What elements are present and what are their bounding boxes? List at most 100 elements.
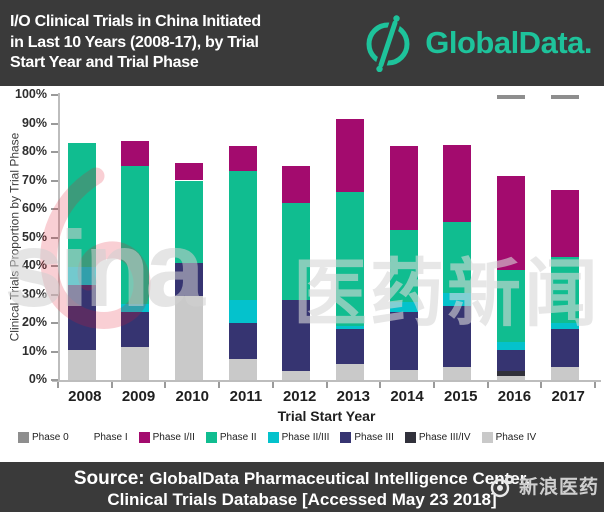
bar-segment-2016-Phase-II	[497, 270, 526, 342]
source-line1-text: GlobalData Pharmaceutical Intelligence C…	[149, 469, 531, 488]
legend-item-Phase-III-IV: Phase III/IV	[404, 432, 471, 443]
y-tick	[51, 122, 58, 125]
bar-segment-2012-Phase-I	[282, 95, 311, 167]
bar-segment-2015-Phase-III	[443, 305, 472, 368]
x-tick	[540, 382, 543, 388]
legend-item-Phase-I: Phase I	[79, 432, 128, 443]
x-axis-line	[52, 380, 601, 382]
y-tick-label: 20%	[21, 315, 47, 329]
bar-segment-2017-Phase-II	[550, 257, 579, 323]
y-tick	[51, 94, 58, 96]
legend-item-Phase-I-II: Phase I/II	[138, 432, 195, 443]
x-category-label: 2012	[282, 388, 317, 405]
bar-segment-2015-Phase-II	[443, 221, 472, 294]
x-category-label: 2013	[336, 388, 371, 405]
bar-segment-2014-Phase-II	[389, 230, 418, 302]
bar-segment-2016-Phase-II-III	[497, 341, 526, 351]
sina-badge: 新浪医药	[489, 472, 599, 499]
bar-segment-2017-Phase-I-II	[550, 190, 579, 258]
legend-swatch	[18, 432, 29, 443]
x-category-label: 2009	[121, 388, 156, 405]
bar-segment-2014-Phase-IV	[389, 370, 418, 380]
bar-segment-2009-Phase-I	[121, 95, 150, 141]
bar-segment-2010-Phase-III	[174, 263, 203, 296]
bar-segment-2008-Phase-IV	[67, 350, 96, 380]
legend-item-Phase-II-III: Phase II/III	[267, 432, 330, 443]
bar-segment-2013-Phase-III	[336, 328, 364, 365]
y-tick	[51, 236, 58, 239]
legend-label: Phase I	[93, 432, 128, 443]
bar-segment-2011-Phase-I	[228, 95, 257, 147]
y-tick-label: 30%	[21, 286, 47, 301]
x-tick	[57, 382, 59, 388]
x-category-label: 2016	[497, 388, 532, 405]
y-tick	[51, 151, 58, 153]
legend-label: Phase I/II	[152, 432, 195, 443]
y-tick-label: 10%	[21, 343, 47, 358]
bar-segment-2016-Phase-III-IV	[497, 371, 526, 376]
legend-swatch	[138, 432, 150, 443]
x-category-label: 2008	[68, 388, 102, 405]
y-tick	[51, 293, 58, 296]
sina-eye-icon	[490, 474, 514, 497]
bar-segment-2014-Phase-I	[389, 95, 418, 147]
bar-segment-2011-Phase-III	[228, 323, 257, 359]
legend: Phase 0 Phase I Phase I/II Phase II Phase II…	[18, 432, 596, 443]
x-tick	[271, 382, 274, 388]
x-category-label: 2017	[551, 388, 585, 405]
bar-segment-2011-Phase-IV	[228, 358, 257, 380]
legend-label: Phase II/III	[281, 432, 330, 443]
source-line1: Source: GlobalData Pharmaceutical Intell…	[0, 467, 604, 490]
bar-segment-2017-Phase-0	[550, 95, 579, 100]
bar-segment-2015-Phase-I-II	[443, 144, 472, 222]
bar-segment-2009-Phase-IV	[121, 347, 150, 380]
source-text: Source: GlobalData Pharmaceutical Intell…	[0, 462, 604, 511]
bar-segment-2015-Phase-I	[443, 95, 472, 145]
legend-label: Phase III	[354, 432, 394, 443]
bar-segment-2011-Phase-I-II	[228, 146, 257, 171]
x-axis-title: Trial Start Year	[277, 408, 376, 424]
bar-segment-2014-Phase-III	[389, 311, 418, 371]
y-axis-line	[58, 93, 60, 382]
x-tick	[486, 382, 489, 388]
x-category-label: 2011	[229, 388, 263, 405]
legend-swatch	[404, 432, 416, 443]
bar-segment-2017-Phase-II-III	[550, 323, 579, 329]
legend-label: Phase III/IV	[418, 432, 471, 443]
source-label: Source:	[73, 468, 145, 489]
y-tick-label: 100%	[15, 87, 47, 101]
y-tick	[51, 379, 58, 381]
bar-segment-2012-Phase-III	[282, 300, 311, 372]
bar-segment-2010-Phase-I-II	[174, 163, 203, 181]
bar-segment-2013-Phase-II-III	[336, 325, 364, 329]
x-tick	[110, 382, 113, 388]
x-category-label: 2014	[390, 388, 424, 405]
globaldata-logo: GlobalData.	[360, 14, 592, 72]
bar-segment-2010-Phase-I	[174, 95, 203, 164]
bar-segment-2008-Phase-II-III	[67, 267, 96, 285]
chart-area: Clinical Trials Proportion by Trial Phas…	[0, 86, 604, 462]
x-tick	[325, 382, 328, 388]
legend-item-Phase-III: Phase III	[340, 432, 394, 443]
legend-item-Phase-0: Phase 0	[18, 432, 69, 443]
bar-segment-2016-Phase-I	[497, 99, 526, 177]
bar-segment-2017-Phase-III	[550, 328, 579, 368]
legend-swatch	[481, 432, 493, 443]
bar-segment-2008-Phase-I	[67, 95, 96, 144]
globaldata-logo-icon	[366, 15, 410, 72]
bar-segment-2009-Phase-II	[121, 166, 150, 305]
bar-segment-2016-Phase-III	[497, 350, 526, 372]
x-tick	[432, 382, 435, 388]
bar-segment-2014-Phase-I-II	[389, 146, 418, 231]
y-tick-label: 40%	[21, 258, 47, 272]
bar-segment-2013-Phase-II	[336, 191, 364, 326]
bar-segment-2016-Phase-IV	[497, 375, 526, 380]
legend-item-Phase-IV: Phase IV	[481, 432, 537, 443]
x-category-label: 2015	[444, 388, 478, 405]
legend-label: Phase IV	[495, 432, 537, 443]
y-tick	[51, 350, 58, 353]
x-tick	[164, 382, 167, 388]
legend-label: Phase 0	[32, 432, 69, 443]
bar-segment-2016-Phase-0	[497, 95, 526, 100]
